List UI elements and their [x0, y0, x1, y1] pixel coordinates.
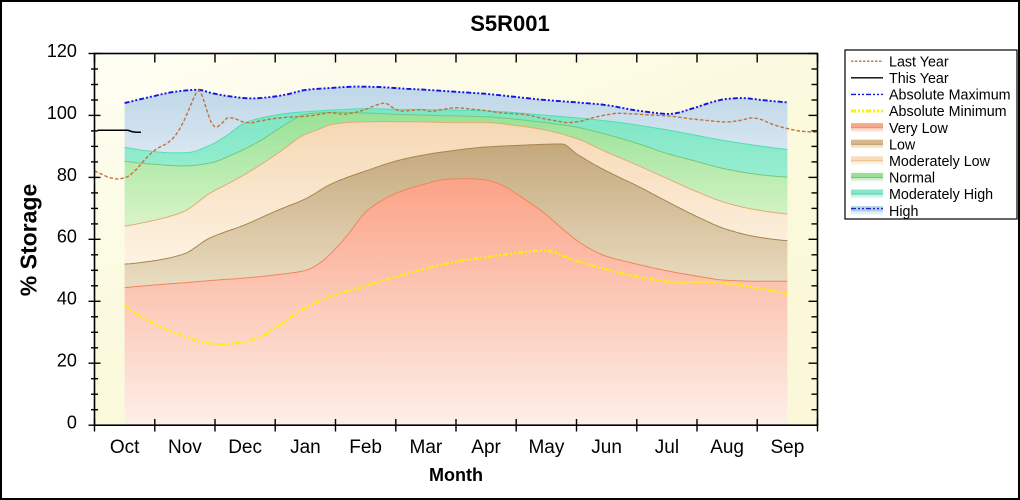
svg-text:40: 40	[57, 289, 77, 309]
svg-text:100: 100	[47, 103, 77, 123]
svg-text:60: 60	[57, 227, 77, 247]
svg-text:Feb: Feb	[349, 437, 382, 458]
svg-text:Very Low: Very Low	[889, 121, 948, 137]
svg-text:20: 20	[57, 351, 77, 371]
svg-text:0: 0	[67, 413, 77, 433]
svg-text:Low: Low	[889, 137, 916, 153]
svg-text:Moderately Low: Moderately Low	[889, 154, 991, 170]
svg-text:May: May	[528, 437, 564, 458]
svg-text:Last Year: Last Year	[889, 54, 949, 70]
svg-text:Oct: Oct	[110, 437, 140, 458]
svg-text:80: 80	[57, 165, 77, 185]
svg-text:% Storage: % Storage	[16, 184, 42, 296]
svg-text:Apr: Apr	[471, 437, 501, 458]
svg-text:High: High	[889, 204, 918, 220]
svg-text:S5R001: S5R001	[470, 11, 550, 36]
svg-text:Jan: Jan	[290, 437, 321, 458]
svg-text:Dec: Dec	[228, 437, 262, 458]
svg-text:Mar: Mar	[410, 437, 443, 458]
svg-text:Absolute Minimum: Absolute Minimum	[889, 104, 1007, 120]
svg-text:Jun: Jun	[591, 437, 622, 458]
svg-text:Aug: Aug	[710, 437, 744, 458]
svg-text:Month: Month	[429, 465, 483, 485]
svg-text:Absolute Maximum: Absolute Maximum	[889, 88, 1011, 104]
svg-text:This Year: This Year	[889, 71, 949, 87]
svg-text:Normal: Normal	[889, 171, 935, 187]
svg-text:120: 120	[47, 41, 77, 61]
svg-text:Moderately High: Moderately High	[889, 187, 993, 203]
svg-text:Nov: Nov	[168, 437, 202, 458]
svg-text:Sep: Sep	[770, 437, 804, 458]
svg-text:Jul: Jul	[655, 437, 679, 458]
